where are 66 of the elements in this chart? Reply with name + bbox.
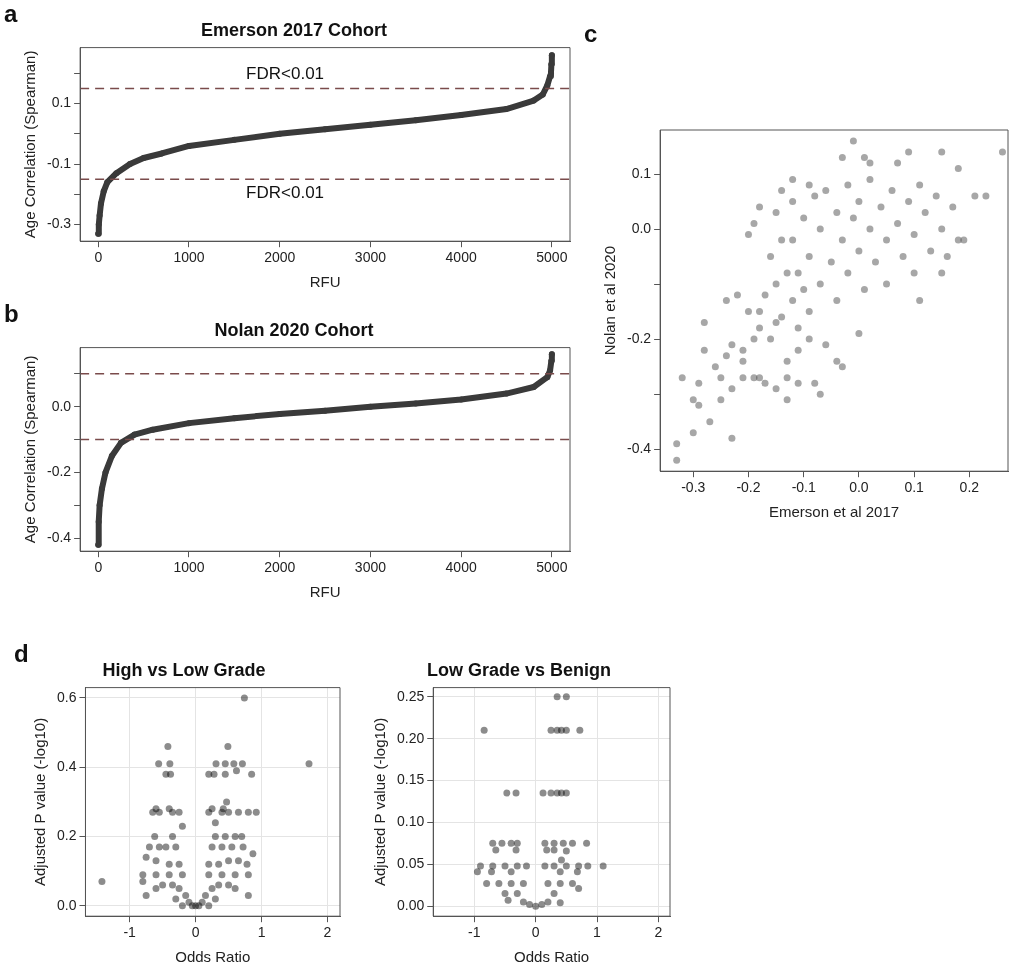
y-tick-label: 0.0 (631, 219, 652, 236)
y-tick-label: 0.15 (397, 771, 425, 788)
y-tick-label: 0.1 (51, 94, 72, 111)
y-tick-label: 0.20 (397, 729, 425, 746)
x-axis-title: RFU (309, 273, 341, 291)
x-tick-label: 5000 (536, 249, 568, 266)
y-tick-label: 0.2 (56, 827, 77, 844)
x-tick-label: 1000 (173, 559, 205, 576)
y-tick-label: -0.3 (47, 215, 72, 232)
ref-line-label: FDR<0.01 (246, 63, 325, 83)
y-tick-label: 0.00 (397, 897, 425, 914)
x-tick-label: 0 (94, 249, 103, 266)
y-tick-label: 0.10 (397, 813, 425, 830)
y-tick-label: -0.4 (627, 440, 652, 457)
text: b (4, 300, 19, 328)
x-tick-label: 3000 (354, 559, 387, 576)
x-tick-label: -0.3 (681, 479, 706, 496)
y-tick-label: -0.2 (627, 329, 652, 346)
x-tick-label: 2 (323, 924, 332, 941)
x-tick-label: 0.0 (849, 479, 869, 496)
y-tick-label: 0.05 (397, 855, 425, 872)
x-axis-title: Odds Ratio (514, 948, 590, 966)
y-tick-label: 0.0 (51, 397, 72, 414)
x-tick-label: 1 (257, 924, 266, 941)
y-axis-title: Age Correlation (Spearman) (21, 50, 39, 239)
text: d (14, 640, 29, 668)
x-axis-title: RFU (309, 583, 341, 601)
y-tick-label: 0.6 (56, 688, 77, 705)
x-tick-label: 5000 (536, 559, 568, 576)
y-tick-label: -0.1 (47, 154, 72, 171)
text: a (4, 0, 18, 28)
chart-title: Nolan 2020 Cohort (214, 319, 374, 340)
y-axis-title: Age Correlation (Spearman) (21, 355, 39, 544)
y-axis-title: Nolan et al 2020 (601, 245, 619, 356)
y-axis-title: Adjusted P value (-log10) (31, 717, 49, 886)
x-tick-label: -0.1 (791, 479, 816, 496)
x-tick-label: 0.1 (904, 479, 925, 496)
y-tick-label: 0.1 (631, 164, 652, 181)
chart-title: Low Grade vs Benign (426, 659, 612, 680)
chart-title: Emerson 2017 Cohort (200, 19, 388, 40)
y-tick-label: 0.4 (56, 758, 77, 775)
x-tick-label: 2000 (264, 249, 296, 266)
x-axis-title: Emerson et al 2017 (769, 503, 900, 521)
x-tick-label: 2 (654, 924, 663, 941)
ref-line-label: FDR<0.01 (246, 183, 325, 203)
x-tick-label: 1000 (173, 249, 205, 266)
y-tick-label: -0.4 (47, 528, 72, 545)
x-axis-title: Odds Ratio (175, 948, 251, 966)
y-tick-label: -0.2 (47, 463, 72, 480)
x-tick-label: 3000 (354, 249, 387, 266)
x-tick-label: 4000 (445, 559, 477, 576)
chart-title: High vs Low Grade (102, 659, 266, 680)
x-tick-label: 0 (191, 924, 200, 941)
x-tick-label: 0 (94, 559, 103, 576)
x-tick-label: -0.2 (736, 479, 761, 496)
y-axis-title: Adjusted P value (-log10) (371, 717, 389, 886)
y-tick-label: 0.25 (397, 687, 425, 704)
x-tick-label: -1 (123, 924, 137, 941)
x-tick-label: -1 (468, 924, 481, 941)
x-tick-label: 0.2 (959, 479, 980, 496)
x-tick-label: 4000 (445, 249, 477, 266)
x-tick-label: 1 (593, 924, 602, 941)
y-tick-label: 0.0 (56, 896, 77, 913)
x-tick-label: 2000 (264, 559, 296, 576)
x-tick-label: 0 (531, 924, 540, 941)
text: c (584, 20, 598, 48)
